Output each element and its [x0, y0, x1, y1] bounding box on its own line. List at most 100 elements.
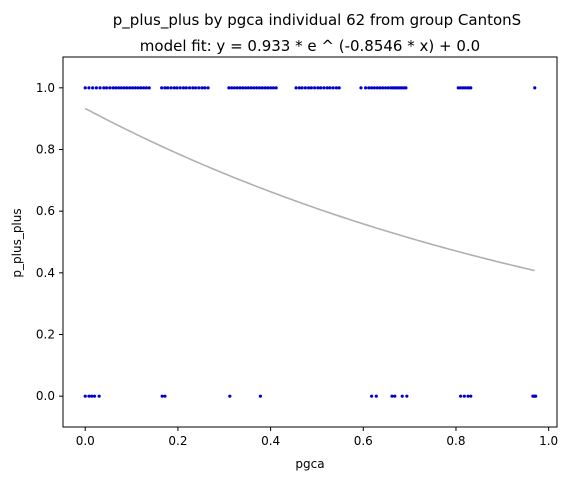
data-point	[259, 395, 262, 398]
data-point	[84, 395, 87, 398]
data-point	[163, 395, 166, 398]
data-point	[295, 86, 298, 89]
data-point	[469, 395, 472, 398]
data-point	[534, 395, 537, 398]
chart-title: p_plus_plus by pgca individual 62 from g…	[113, 11, 521, 30]
data-point	[84, 86, 87, 89]
data-point	[266, 86, 269, 89]
data-point	[160, 86, 163, 89]
data-point	[182, 86, 185, 89]
data-point	[230, 86, 233, 89]
data-point	[338, 86, 341, 89]
points-layer	[84, 86, 538, 398]
data-point	[255, 86, 258, 89]
data-point	[98, 395, 101, 398]
data-point	[98, 86, 101, 89]
data-point	[322, 86, 325, 89]
data-point	[387, 86, 390, 89]
data-point	[376, 86, 379, 89]
data-point	[200, 86, 203, 89]
data-point	[359, 86, 362, 89]
data-point	[136, 86, 139, 89]
data-point	[463, 395, 466, 398]
data-point	[175, 86, 178, 89]
data-point	[367, 86, 370, 89]
data-point	[188, 86, 191, 89]
data-point	[375, 395, 378, 398]
data-point	[319, 86, 322, 89]
x-tick-label: 0.8	[446, 434, 465, 448]
y-axis-label: p_plus_plus	[10, 208, 24, 277]
data-point	[335, 86, 338, 89]
data-point	[307, 86, 310, 89]
data-point	[95, 86, 98, 89]
data-point	[139, 86, 142, 89]
fit-curve	[85, 108, 535, 270]
data-point	[466, 395, 469, 398]
data-point	[145, 86, 148, 89]
data-point	[275, 86, 278, 89]
data-point	[120, 86, 123, 89]
data-point	[332, 86, 335, 89]
data-point	[304, 86, 307, 89]
x-tick-label: 0.0	[76, 434, 95, 448]
x-tick-label: 1.0	[539, 434, 558, 448]
data-point	[247, 86, 250, 89]
y-tick-label: 0.2	[36, 328, 55, 342]
data-point	[370, 86, 373, 89]
y-tick-label: 0.4	[36, 266, 55, 280]
y-tick-label: 0.6	[36, 204, 55, 218]
data-point	[404, 86, 407, 89]
y-axis-ticks: 0.0 0.2 0.4 0.6 0.8 1.0	[36, 81, 63, 403]
y-tick-label: 0.8	[36, 143, 55, 157]
x-tick-label: 0.6	[354, 434, 373, 448]
data-point	[108, 86, 111, 89]
data-point	[228, 395, 231, 398]
data-point	[364, 86, 367, 89]
data-point	[197, 86, 200, 89]
data-point	[163, 86, 166, 89]
data-point	[173, 86, 176, 89]
data-point	[93, 395, 96, 398]
data-point	[125, 86, 128, 89]
data-point	[90, 395, 93, 398]
data-point	[179, 86, 182, 89]
plot-area-frame	[63, 57, 557, 427]
data-point	[469, 86, 472, 89]
data-point	[142, 86, 145, 89]
data-point	[161, 395, 164, 398]
data-point	[91, 86, 94, 89]
data-point	[301, 86, 304, 89]
data-point	[269, 86, 272, 89]
data-point	[123, 86, 126, 89]
data-point	[114, 86, 117, 89]
x-axis-label: pgca	[295, 457, 324, 471]
data-point	[459, 395, 462, 398]
data-point	[313, 86, 316, 89]
data-point	[328, 86, 331, 89]
data-point	[390, 395, 393, 398]
data-point	[117, 86, 120, 89]
data-point	[373, 86, 376, 89]
data-point	[261, 86, 264, 89]
data-point	[238, 86, 241, 89]
x-tick-label: 0.2	[168, 434, 187, 448]
data-point	[87, 395, 90, 398]
data-point	[102, 86, 105, 89]
data-point	[272, 86, 275, 89]
data-point	[401, 395, 404, 398]
data-point	[131, 86, 134, 89]
data-point	[310, 86, 313, 89]
data-point	[87, 86, 90, 89]
data-point	[252, 86, 255, 89]
data-point	[128, 86, 131, 89]
x-axis-ticks: 0.0 0.2 0.4 0.6 0.8 1.0	[76, 427, 559, 448]
y-tick-label: 1.0	[36, 81, 55, 95]
data-point	[326, 86, 329, 89]
data-point	[134, 86, 137, 89]
data-point	[233, 86, 236, 89]
data-point	[384, 86, 387, 89]
data-point	[533, 86, 536, 89]
data-point	[405, 395, 408, 398]
